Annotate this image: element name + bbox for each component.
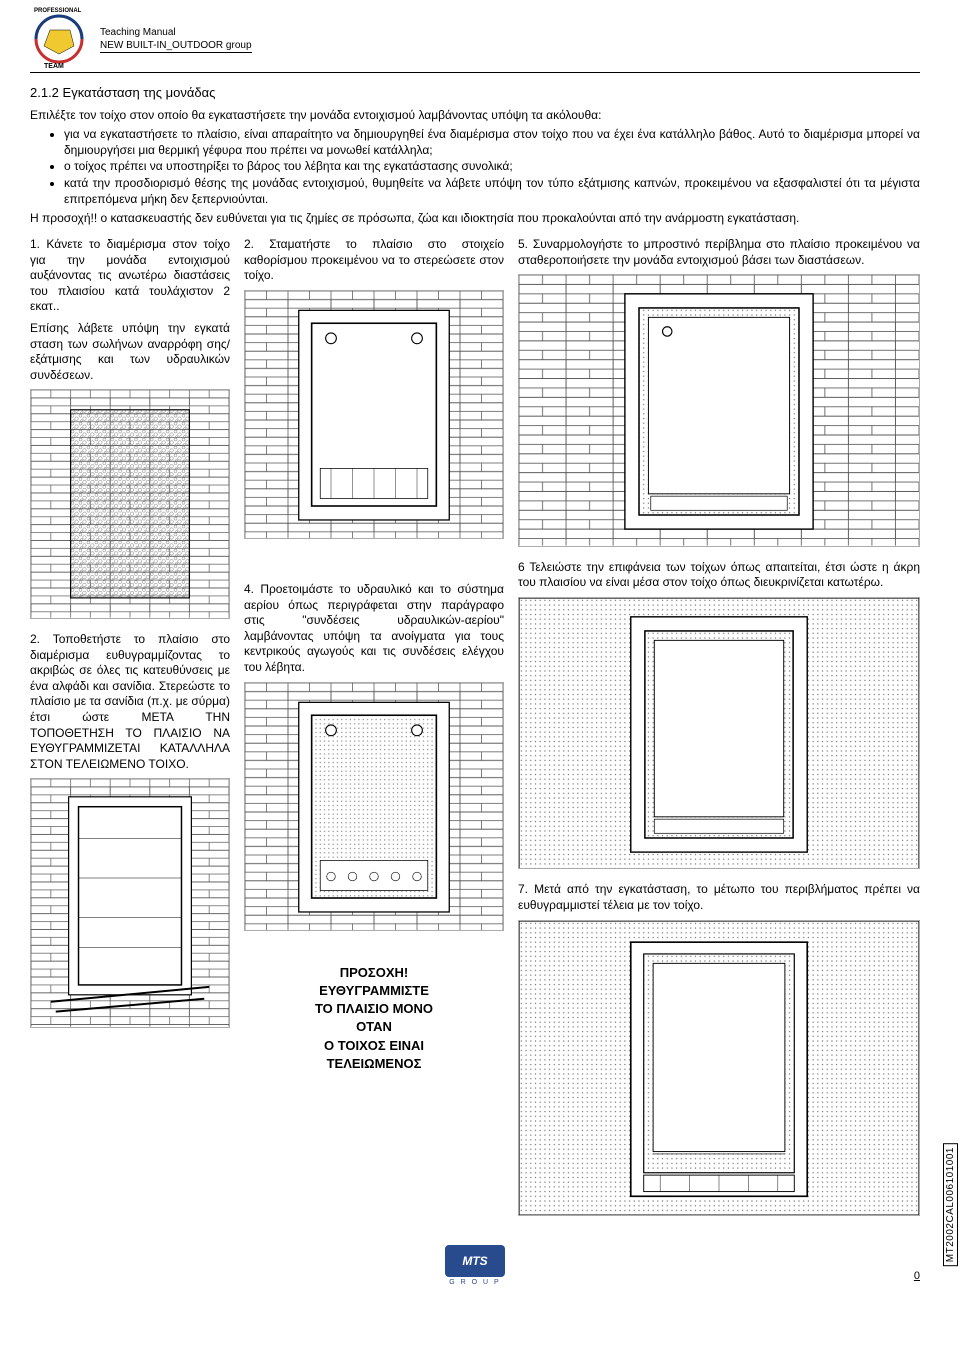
section-number: 2.1.2 [30, 85, 59, 100]
step-2b-text: 2. Τοποθετήστε το πλαίσιο στο διαμέρισμα… [30, 632, 230, 772]
column-middle: 2. Σταματήστε το πλαίσιο στο στοιχείο κα… [244, 237, 504, 1229]
figure-hydraulic-prep [244, 682, 504, 931]
step-2-text: 2. Σταματήστε το πλαίσιο στο στοιχείο κα… [244, 237, 504, 284]
content-columns: 1. Κάνετε το διαμέρισμα στον τοίχο για τ… [30, 237, 920, 1229]
mts-logo-text: MTS [462, 1254, 487, 1268]
step-4-text: 4. Προετοιμάστε το υδραυλικό και το σύστ… [244, 582, 504, 676]
warn-l3: ΤΟ ΠΛΑΙΣΙΟ ΜΟΝΟ [244, 1000, 504, 1018]
header-title-block: Teaching Manual NEW BUILT-IN_OUTDOOR gro… [100, 26, 252, 53]
section-title: 2.1.2 Εγκατάσταση της μονάδας [30, 85, 920, 100]
section-heading: Εγκατάσταση της μονάδας [63, 85, 216, 100]
step-6-text: 6 Τελειώστε την επιφάνεια των τοίχων όπω… [518, 560, 920, 591]
page-header: PROFESSIONAL TEAM Teaching Manual NEW BU… [30, 10, 920, 73]
page-footer: MTS G R O U P 0 [30, 1245, 920, 1286]
warn-l2: ΕΥΘΥΓΡΑΜΜΙΣΤΕ [244, 982, 504, 1000]
warn-l1: ΠΡΟΣΟΧΗ! [244, 964, 504, 982]
logo-top-text: PROFESSIONAL [34, 8, 81, 14]
step-1b-text: Επίσης λάβετε υπόψη την εγκατά σταση των… [30, 321, 230, 383]
figure-wall-opening [30, 389, 230, 619]
mts-group-text: G R O U P [445, 1279, 505, 1286]
figure-final-flush [518, 920, 920, 1216]
team-logo: PROFESSIONAL TEAM [30, 10, 88, 68]
figure-front-casing [518, 274, 920, 547]
column-right: 5. Συναρμολογήστε το μπροστινό περίβλημα… [518, 237, 920, 1229]
manual-title: Teaching Manual [100, 26, 252, 39]
mts-logo: MTS [445, 1245, 505, 1277]
intro-line: Επιλέξτε τον τοίχο στον οποίο θα εγκατασ… [30, 108, 920, 122]
warning-paragraph: Η προσοχή!! ο κατασκευαστής δεν ευθύνετα… [30, 211, 920, 225]
step-7-text: 7. Μετά από την εγκατάσταση, το μέτωπο τ… [518, 882, 920, 913]
logo-bottom-text: TEAM [44, 63, 64, 70]
figure-wall-finish [518, 597, 920, 870]
step-1-text: 1. Κάνετε το διαμέρισμα στον τοίχο για τ… [30, 237, 230, 315]
page-number: 0 [914, 1270, 920, 1282]
document-code: MT2002CAL006101001 [943, 1143, 958, 1266]
bullet-item: κατά την προσδιορισμό θέσης της μονάδας … [64, 175, 920, 207]
warn-l4: ΟΤΑΝ [244, 1018, 504, 1036]
bullet-item: για να εγκαταστήσετε το πλαίσιο, είναι α… [64, 126, 920, 158]
alignment-warning-box: ΠΡΟΣΟΧΗ! ΕΥΘΥΓΡΑΜΜΙΣΤΕ ΤΟ ΠΛΑΙΣΙΟ ΜΟΝΟ Ο… [244, 964, 504, 1073]
bullet-list: για να εγκαταστήσετε το πλαίσιο, είναι α… [64, 126, 920, 207]
bullet-item: ο τοίχος πρέπει να υποστηρίξει το βάρος … [64, 158, 920, 174]
figure-frame-front [244, 290, 504, 539]
warn-l5: Ο ΤΟΙΧΟΣ ΕΙΝΑΙ [244, 1037, 504, 1055]
column-left: 1. Κάνετε το διαμέρισμα στον τοίχο για τ… [30, 237, 230, 1229]
figure-frame-placed [30, 778, 230, 1028]
manual-subtitle: NEW BUILT-IN_OUTDOOR group [100, 39, 252, 52]
warn-l6: ΤΕΛΕΙΩΜΕΝΟΣ [244, 1055, 504, 1073]
step-5-text: 5. Συναρμολογήστε το μπροστινό περίβλημα… [518, 237, 920, 268]
